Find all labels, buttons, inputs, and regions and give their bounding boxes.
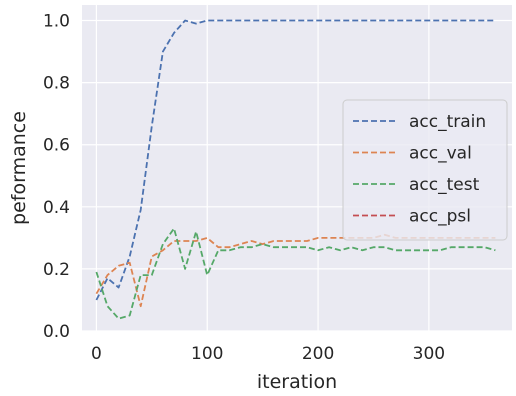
y-tick-labels: 0.0 0.2 0.4 0.6 0.8 1.0 xyxy=(43,12,70,342)
x-tick-label: 100 xyxy=(191,344,223,364)
y-tick-label: 1.0 xyxy=(43,12,70,32)
x-tick-label: 200 xyxy=(302,344,334,364)
series-line-acc-train xyxy=(95,19,496,301)
y-tick-label: 0.2 xyxy=(43,260,70,280)
legend-label: acc_val xyxy=(409,144,472,164)
y-axis-label: peformance xyxy=(8,111,30,225)
legend: acc_train acc_val acc_test acc_psl xyxy=(342,99,508,241)
x-tick-labels: 0 100 200 300 xyxy=(91,344,445,364)
x-tick-label: 300 xyxy=(413,344,445,364)
legend-label: acc_psl xyxy=(409,207,471,227)
x-axis-label: iteration xyxy=(257,371,337,393)
y-tick-label: 0.0 xyxy=(43,322,70,342)
x-tick-label: 0 xyxy=(91,344,102,364)
legend-label: acc_train xyxy=(409,112,486,132)
series-line-acc-test xyxy=(95,227,496,320)
legend-box xyxy=(342,99,508,241)
y-tick-label: 0.6 xyxy=(43,136,70,156)
y-tick-label: 0.4 xyxy=(43,198,70,218)
y-tick-label: 0.8 xyxy=(43,74,70,94)
legend-label: acc_test xyxy=(409,175,480,195)
